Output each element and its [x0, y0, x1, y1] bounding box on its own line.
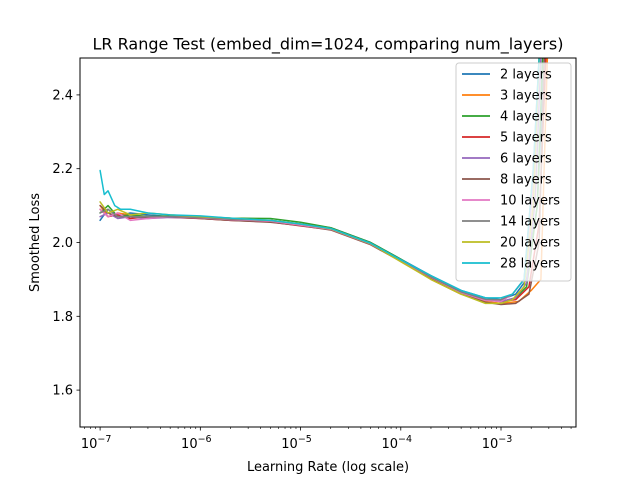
y-tick-label: 1.6: [52, 384, 73, 399]
chart-title: LR Range Test (embed_dim=1024, comparing…: [93, 35, 564, 55]
legend: 2 layers 3 layers 4 layers 5 layers 6 layers…: [455, 62, 572, 282]
x-tick-label: 10−6: [181, 434, 212, 452]
series-layer: [99, 58, 549, 306]
legend-box: [455, 62, 572, 282]
legend-entry: 20 layers: [500, 236, 560, 251]
y-axis-label: Smoothed Loss: [28, 193, 43, 292]
y-axis: 1.6 1.8 2.0 2.2 2.4: [52, 88, 80, 399]
legend-entry: 5 layers: [500, 131, 552, 146]
legend-entry: 14 layers: [500, 215, 560, 230]
x-tick-label-exponent: −3: [498, 434, 512, 445]
series-line-9: [99, 58, 540, 299]
y-tick-label: 2.0: [52, 236, 73, 251]
legend-entry: 3 layers: [500, 89, 552, 104]
legend-entry: 4 layers: [500, 110, 552, 125]
x-tick-label-exponent: −7: [97, 434, 111, 445]
legend-entry: 2 layers: [500, 68, 552, 83]
x-tick-label-base: 10: [281, 437, 298, 452]
legend-entry: 28 layers: [500, 257, 560, 272]
y-tick-label: 2.4: [52, 88, 73, 103]
x-tick-label: 10−4: [382, 434, 413, 452]
legend-entry: 8 layers: [500, 173, 552, 188]
y-tick-label: 2.2: [52, 162, 73, 177]
x-tick-label-exponent: −4: [398, 434, 412, 445]
x-tick-label-base: 10: [382, 437, 399, 452]
x-tick-label: 10−5: [281, 434, 312, 452]
y-tick-label: 1.8: [52, 310, 73, 325]
x-axis: 10−7 10−6 10−5 10−4 10−3: [81, 427, 572, 452]
legend-entry: 10 layers: [500, 194, 560, 209]
x-tick-label-base: 10: [482, 437, 499, 452]
x-tick-label-base: 10: [181, 437, 198, 452]
x-tick-label: 10−3: [482, 434, 513, 452]
x-tick-label-exponent: −5: [298, 434, 312, 445]
x-tick-label: 10−7: [81, 434, 112, 452]
x-tick-label-exponent: −6: [198, 434, 212, 445]
legend-entry: 6 layers: [500, 152, 552, 167]
x-axis-label: Learning Rate (log scale): [247, 460, 409, 475]
x-tick-label-base: 10: [81, 437, 98, 452]
